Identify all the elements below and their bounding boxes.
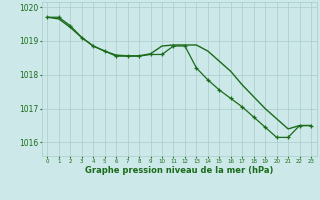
X-axis label: Graphe pression niveau de la mer (hPa): Graphe pression niveau de la mer (hPa) bbox=[85, 166, 273, 175]
